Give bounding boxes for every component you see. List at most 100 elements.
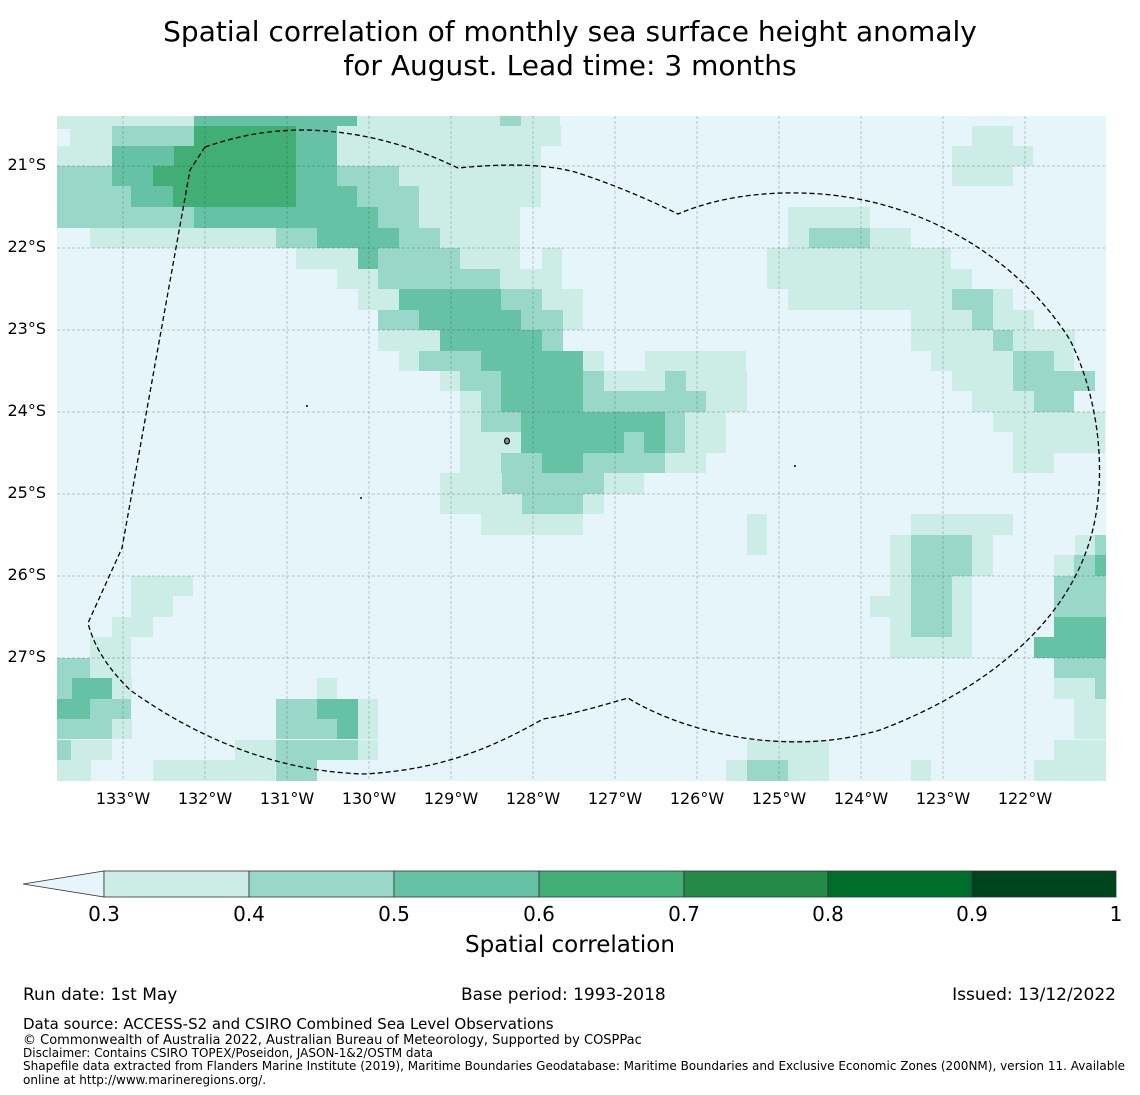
lon-label: 122°W bbox=[997, 789, 1053, 808]
correlation-cell bbox=[460, 412, 481, 432]
correlation-cell bbox=[747, 740, 829, 760]
lat-label: 25°S bbox=[7, 483, 46, 502]
lon-label: 130°W bbox=[341, 789, 397, 808]
correlation-cell bbox=[521, 432, 624, 453]
correlation-cell bbox=[317, 699, 358, 719]
lat-label: 26°S bbox=[7, 565, 46, 584]
correlation-cell bbox=[296, 126, 337, 146]
lat-label: 23°S bbox=[7, 319, 46, 338]
correlation-cell bbox=[1054, 555, 1074, 576]
chart-title-line2: for August. Lead time: 3 months bbox=[343, 49, 797, 82]
correlation-cell bbox=[911, 617, 952, 637]
correlation-cell bbox=[276, 740, 358, 760]
correlation-cell bbox=[112, 126, 194, 146]
lat-label: 24°S bbox=[7, 401, 46, 420]
correlation-cell bbox=[665, 453, 706, 473]
correlation-cell bbox=[747, 514, 767, 535]
correlation-cell bbox=[502, 473, 604, 494]
copyright: © Commonwealth of Australia 2022, Austra… bbox=[23, 1033, 642, 1048]
correlation-cell bbox=[131, 186, 173, 207]
correlation-cell bbox=[460, 248, 520, 269]
correlation-cell bbox=[1074, 555, 1095, 576]
correlation-cell bbox=[583, 351, 604, 371]
correlation-cell bbox=[153, 760, 275, 781]
correlation-cell bbox=[481, 351, 583, 371]
correlation-cell bbox=[1054, 740, 1095, 760]
correlation-cell bbox=[419, 310, 521, 330]
correlation-cell bbox=[1075, 535, 1095, 555]
correlation-cell bbox=[665, 412, 685, 432]
correlation-cell bbox=[542, 330, 563, 351]
correlation-cell bbox=[1034, 391, 1074, 412]
correlation-cell bbox=[358, 248, 378, 269]
colorbar-tick: 0.4 bbox=[233, 902, 265, 926]
correlation-cell bbox=[460, 453, 501, 473]
correlation-cell bbox=[972, 126, 1013, 146]
correlation-cell bbox=[131, 576, 193, 596]
correlation-cell bbox=[952, 146, 1033, 166]
shapefile-credit: Shapefile data extracted from Flanders M… bbox=[23, 1059, 1126, 1087]
correlation-cell bbox=[57, 678, 72, 699]
correlation-cell bbox=[767, 269, 972, 289]
correlation-cell bbox=[481, 391, 501, 412]
correlation-cell bbox=[952, 596, 972, 617]
correlation-cell bbox=[911, 760, 931, 781]
correlation-cell bbox=[1034, 637, 1106, 658]
colorbar-tick: 0.8 bbox=[812, 902, 844, 926]
colorbar bbox=[22, 870, 1117, 898]
correlation-cell bbox=[604, 473, 644, 494]
correlation-cell bbox=[419, 186, 541, 207]
correlation-cell bbox=[747, 535, 767, 555]
correlation-cell bbox=[57, 699, 91, 719]
correlation-cell bbox=[378, 310, 419, 330]
correlation-cell bbox=[993, 289, 1013, 310]
correlation-cell bbox=[57, 186, 131, 207]
correlation-cell bbox=[685, 412, 726, 432]
correlation-cell bbox=[440, 473, 502, 494]
correlation-cell bbox=[604, 371, 665, 391]
correlation-cell bbox=[1054, 678, 1095, 699]
correlation-cell bbox=[993, 330, 1013, 351]
correlation-cell bbox=[1013, 330, 1075, 351]
correlation-cell bbox=[521, 310, 563, 330]
correlation-cell bbox=[542, 453, 583, 473]
lon-label: 129°W bbox=[423, 789, 479, 808]
eez-boundary bbox=[87, 129, 1101, 775]
correlation-cell bbox=[952, 617, 972, 637]
colorbar-box bbox=[971, 870, 1117, 898]
correlation-cell bbox=[276, 719, 337, 739]
correlation-cell bbox=[522, 494, 583, 514]
correlation-cell bbox=[1054, 351, 1074, 371]
colorbar-box bbox=[248, 870, 395, 898]
correlation-cell bbox=[972, 555, 993, 576]
correlation-cell bbox=[90, 637, 131, 658]
lon-label: 132°W bbox=[177, 789, 233, 808]
correlation-cell bbox=[583, 453, 665, 473]
correlation-cell bbox=[460, 432, 521, 453]
correlation-cell bbox=[706, 391, 747, 412]
island bbox=[504, 437, 510, 445]
correlation-cell bbox=[788, 289, 931, 310]
correlation-cell bbox=[112, 617, 153, 637]
correlation-cell bbox=[501, 453, 542, 473]
correlation-cell bbox=[501, 289, 542, 310]
correlation-cell bbox=[563, 310, 583, 330]
correlation-cell bbox=[337, 146, 399, 166]
correlation-cell bbox=[501, 391, 583, 412]
island bbox=[794, 465, 796, 467]
correlation-cell bbox=[767, 248, 951, 269]
correlation-cell bbox=[972, 310, 993, 330]
correlation-cell bbox=[337, 126, 399, 146]
correlation-cell bbox=[542, 289, 583, 310]
correlation-cell bbox=[419, 351, 481, 371]
correlation-cell bbox=[440, 494, 522, 514]
correlation-cell bbox=[1034, 760, 1106, 781]
correlation-cell bbox=[952, 371, 1013, 391]
colorbar-tick: 0.6 bbox=[523, 902, 555, 926]
data-source: Data source: ACCESS-S2 and CSIRO Combine… bbox=[23, 1015, 554, 1033]
correlation-cell bbox=[173, 186, 296, 207]
correlation-cell bbox=[952, 576, 972, 596]
issued-date: Issued: 13/12/2022 bbox=[952, 985, 1116, 1005]
correlation-cell bbox=[890, 576, 911, 596]
